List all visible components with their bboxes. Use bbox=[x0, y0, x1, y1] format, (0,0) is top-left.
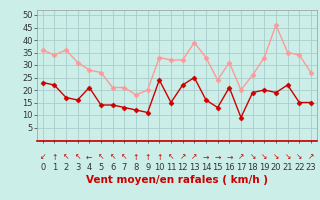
Text: ↑: ↑ bbox=[156, 153, 163, 162]
Text: 10: 10 bbox=[154, 164, 164, 172]
Text: 5: 5 bbox=[98, 164, 104, 172]
Text: →: → bbox=[214, 153, 221, 162]
Text: ↗: ↗ bbox=[308, 153, 314, 162]
Text: ↖: ↖ bbox=[168, 153, 174, 162]
Text: 16: 16 bbox=[224, 164, 235, 172]
Text: 6: 6 bbox=[110, 164, 115, 172]
Text: ↖: ↖ bbox=[98, 153, 104, 162]
Text: ↖: ↖ bbox=[121, 153, 127, 162]
Text: 12: 12 bbox=[177, 164, 188, 172]
Text: 15: 15 bbox=[212, 164, 223, 172]
Text: 22: 22 bbox=[294, 164, 305, 172]
Text: 1: 1 bbox=[52, 164, 57, 172]
Text: 18: 18 bbox=[247, 164, 258, 172]
Text: ↘: ↘ bbox=[296, 153, 302, 162]
Text: ←: ← bbox=[86, 153, 92, 162]
Text: 14: 14 bbox=[201, 164, 211, 172]
Text: 11: 11 bbox=[166, 164, 176, 172]
Text: ↗: ↗ bbox=[180, 153, 186, 162]
Text: 20: 20 bbox=[271, 164, 281, 172]
Text: 8: 8 bbox=[133, 164, 139, 172]
Text: 21: 21 bbox=[282, 164, 293, 172]
Text: Vent moyen/en rafales ( km/h ): Vent moyen/en rafales ( km/h ) bbox=[86, 175, 268, 185]
Text: ↗: ↗ bbox=[238, 153, 244, 162]
Text: 4: 4 bbox=[87, 164, 92, 172]
Text: 2: 2 bbox=[63, 164, 68, 172]
Text: ↗: ↗ bbox=[191, 153, 197, 162]
Text: 3: 3 bbox=[75, 164, 80, 172]
Text: ↖: ↖ bbox=[63, 153, 69, 162]
Text: ↖: ↖ bbox=[109, 153, 116, 162]
Text: 17: 17 bbox=[236, 164, 246, 172]
Text: ↑: ↑ bbox=[133, 153, 139, 162]
Text: 7: 7 bbox=[122, 164, 127, 172]
Text: 19: 19 bbox=[259, 164, 269, 172]
Text: ↑: ↑ bbox=[144, 153, 151, 162]
Text: ↘: ↘ bbox=[284, 153, 291, 162]
Text: 9: 9 bbox=[145, 164, 150, 172]
Text: →: → bbox=[226, 153, 233, 162]
Text: ↖: ↖ bbox=[75, 153, 81, 162]
Text: 13: 13 bbox=[189, 164, 200, 172]
Text: 0: 0 bbox=[40, 164, 45, 172]
Text: ↑: ↑ bbox=[51, 153, 58, 162]
Text: →: → bbox=[203, 153, 209, 162]
Text: 23: 23 bbox=[306, 164, 316, 172]
Text: ↘: ↘ bbox=[273, 153, 279, 162]
Text: ↘: ↘ bbox=[250, 153, 256, 162]
Text: ↙: ↙ bbox=[39, 153, 46, 162]
Text: ↘: ↘ bbox=[261, 153, 268, 162]
